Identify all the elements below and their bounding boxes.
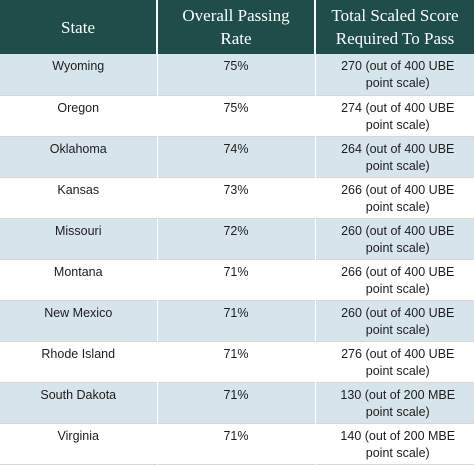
- state-cell: Wyoming: [0, 54, 158, 95]
- rate-cell: 74%: [157, 136, 316, 177]
- table-row: Montana 71% 266 (out of 400 UBE point sc…: [0, 259, 474, 300]
- rate-cell: 73%: [157, 177, 316, 218]
- score-cell: 274 (out of 400 UBE point scale): [315, 95, 474, 136]
- header-passing-rate: Overall Passing Rate: [157, 0, 316, 54]
- score-cell: 140 (out of 200 MBE point scale): [315, 423, 474, 464]
- table-row: Oklahoma 74% 264 (out of 400 UBE point s…: [0, 136, 474, 177]
- table-row: Rhode Island 71% 276 (out of 400 UBE poi…: [0, 341, 474, 382]
- rate-cell: 71%: [157, 423, 316, 464]
- state-cell: Montana: [0, 259, 158, 300]
- score-cell: 266 (out of 400 UBE point scale): [315, 259, 474, 300]
- state-cell: Missouri: [0, 218, 158, 259]
- score-cell: 276 (out of 400 UBE point scale): [315, 341, 474, 382]
- score-cell: 270 (out of 400 UBE point scale): [315, 54, 474, 95]
- score-cell: 260 (out of 400 UBE point scale): [315, 300, 474, 341]
- rate-cell: 71%: [157, 259, 316, 300]
- table-body: Wyoming 75% 270 (out of 400 UBE point sc…: [0, 54, 474, 464]
- table-row: Virginia 71% 140 (out of 200 MBE point s…: [0, 423, 474, 464]
- state-cell: Rhode Island: [0, 341, 158, 382]
- header-score: Total Scaled Score Required To Pass: [315, 0, 474, 54]
- rate-cell: 71%: [157, 382, 316, 423]
- score-cell: 260 (out of 400 UBE point scale): [315, 218, 474, 259]
- header-row: State Overall Passing Rate Total Scaled …: [0, 0, 474, 54]
- table-header: State Overall Passing Rate Total Scaled …: [0, 0, 474, 54]
- rate-cell: 75%: [157, 54, 316, 95]
- rate-cell: 75%: [157, 95, 316, 136]
- state-cell: Virginia: [0, 423, 158, 464]
- table-row: New Mexico 71% 260 (out of 400 UBE point…: [0, 300, 474, 341]
- state-cell: Oklahoma: [0, 136, 158, 177]
- table-row: Missouri 72% 260 (out of 400 UBE point s…: [0, 218, 474, 259]
- header-state: State: [0, 0, 158, 54]
- table-row: Oregon 75% 274 (out of 400 UBE point sca…: [0, 95, 474, 136]
- state-cell: Kansas: [0, 177, 158, 218]
- table-row: Kansas 73% 266 (out of 400 UBE point sca…: [0, 177, 474, 218]
- table-row: Wyoming 75% 270 (out of 400 UBE point sc…: [0, 54, 474, 95]
- rate-cell: 72%: [157, 218, 316, 259]
- score-cell: 266 (out of 400 UBE point scale): [315, 177, 474, 218]
- state-cell: New Mexico: [0, 300, 158, 341]
- score-cell: 130 (out of 200 MBE point scale): [315, 382, 474, 423]
- rate-cell: 71%: [157, 341, 316, 382]
- score-cell: 264 (out of 400 UBE point scale): [315, 136, 474, 177]
- rate-cell: 71%: [157, 300, 316, 341]
- state-cell: South Dakota: [0, 382, 158, 423]
- state-cell: Oregon: [0, 95, 158, 136]
- table-row: South Dakota 71% 130 (out of 200 MBE poi…: [0, 382, 474, 423]
